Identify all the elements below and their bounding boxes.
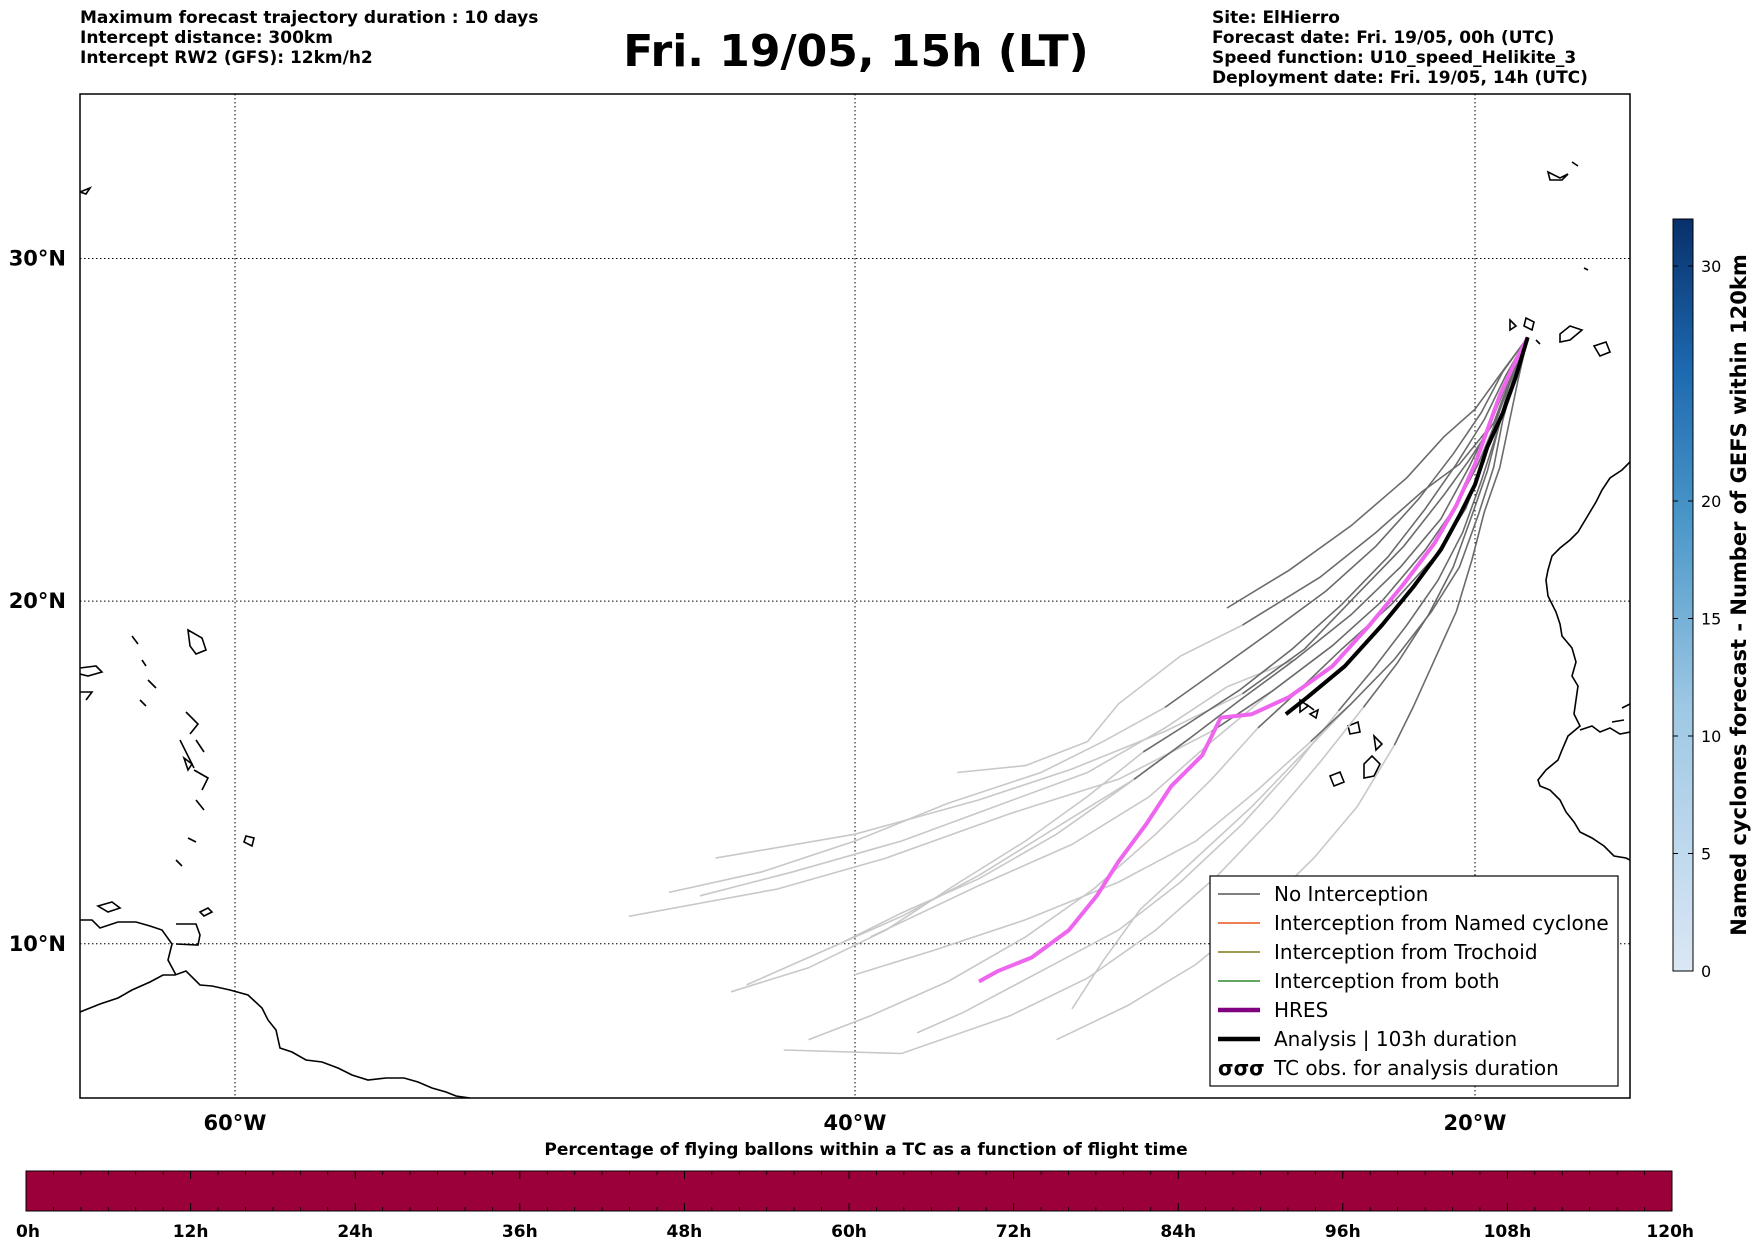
header-left-line: Maximum forecast trajectory duration : 1… [80,8,539,28]
colorbar-right-tick-label: 30 [1701,257,1721,276]
colorbar-bottom-tick-label: 72h [996,1222,1032,1241]
colorbar-bottom-title: Percentage of flying ballons within a TC… [544,1140,1187,1160]
tc-obs-symbol-icon: σσσ [1218,1056,1265,1080]
analysis-trajectory [1284,336,1530,716]
ensemble-trajectory-light [854,741,1312,976]
colorbar-bottom-tick-label: 108h [1484,1222,1532,1241]
colorbar-right-tick-label: 10 [1701,727,1721,746]
ensemble-trajectory [1393,337,1529,746]
coastline-barbados [243,835,255,848]
map-frame [79,93,1631,1099]
colorbar-bottom-tick-label: 0h [16,1222,40,1241]
trajectories [628,336,1530,1055]
legend-label: Analysis | 103h duration [1274,1027,1517,1051]
colorbar-bottom-tick-label: 84h [1160,1222,1196,1241]
lon-tick-label: 20°W [1444,1111,1507,1135]
ensemble-trajectory-light [808,727,1259,1041]
lat-tick-label: 30°N [9,246,66,270]
legend: No Interception Interception from Named c… [1209,875,1619,1087]
hres-trajectory [978,336,1530,984]
legend-label: Interception from Trochoid [1274,940,1538,964]
colorbar-bottom: Percentage of flying ballons within a TC… [16,1140,1694,1241]
ensemble-trajectory-light [715,692,1243,859]
legend-label: No Interception [1274,882,1428,906]
colorbar-right-label: Named cyclones forecast - Number of GEFS… [1727,254,1751,935]
ensemble-trajectory-light [668,706,1166,894]
coastlines [80,161,1630,1098]
header-left-info: Maximum forecast trajectory duration : 1… [80,8,538,68]
coastline-hispaniola-tip [80,691,94,701]
coastline-canary-islands [1509,316,1612,357]
colorbar-bottom-tick-label: 24h [337,1222,373,1241]
lat-tick-label: 20°N [9,589,66,613]
header-right-line: Speed function: U10_speed_Helikite_3 [1212,48,1577,68]
lon-tick-label: 60°W [204,1111,267,1135]
ensemble-trajectory [1164,336,1529,709]
colorbar-bottom-tick-label: 12h [173,1222,209,1241]
ensemble-trajectory-light [730,751,1144,993]
coastline-west-africa [1537,461,1630,861]
ensemble-trajectory-light [957,624,1243,774]
coastline-madeira [1546,161,1579,181]
ensemble-trajectory-light [916,710,1340,1034]
colorbar-right-tick-label: 5 [1701,845,1711,864]
header-right-line: Site: ElHierro [1212,8,1340,28]
ensemble-trajectory [1142,336,1529,753]
legend-label: Interception from both [1274,969,1500,993]
coastline-curacao [96,901,122,913]
ensemble-trajectory-light [699,658,1296,897]
colorbar-right: 0 5 10 15 20 30 Named cyclones forecast - Num… [1672,218,1751,981]
header-left-line: Intercept RW2 (GFS): 12km/h2 [80,48,373,68]
header-right-line: Forecast date: Fri. 19/05, 00h (UTC) [1212,28,1555,48]
map-axis-labels: 30°N 20°N 10°N 60°W 40°W 20°W [9,246,1507,1135]
page-title: Fri. 19/05, 15h (LT) [623,26,1089,77]
lon-tick-label: 40°W [824,1111,887,1135]
coastline-venezuela [80,919,177,976]
coastline-bijagos [1579,703,1630,735]
legend-label: HRES [1274,998,1328,1022]
header-left-line: Intercept distance: 300km [80,28,333,48]
colorbar-bottom-tick-label: 96h [1325,1222,1361,1241]
legend-label: Interception from Named cyclone [1274,911,1609,935]
coastline-islet-nw [80,186,93,195]
colorbar-right-gradient [1672,218,1694,972]
coastline-islet-ne [1583,267,1589,271]
legend-box [1209,875,1619,1087]
ensemble-trajectory-light [1071,703,1352,1010]
colorbar-right-tick-label: 15 [1701,610,1721,629]
coastline-trinidad [175,923,201,946]
coastline-cape-verde [1299,698,1384,788]
ensemble-trajectory-light [870,689,1275,938]
colorbar-bottom-tick-label: 36h [502,1222,538,1241]
header-right-line: Deployment date: Fri. 19/05, 14h (UTC) [1212,68,1588,88]
coastline-lesser-antilles [131,628,210,867]
colorbar-right-tick-label: 20 [1701,492,1721,511]
ensemble-trajectory [1226,336,1529,609]
colorbar-bottom-tick-label: 60h [831,1222,867,1241]
coastline-puerto-rico [80,665,104,677]
ensemble-trajectory-light [628,730,1212,918]
legend-label: TC obs. for analysis duration [1273,1056,1559,1080]
header-right-info: Site: ElHierro Forecast date: Fri. 19/05… [1212,8,1588,88]
colorbar-bottom-tick-label: 48h [667,1222,703,1241]
colorbar-bottom-tick-label: 120h [1646,1222,1694,1241]
ensemble-trajectory-light [783,706,1365,1055]
coastline-south-america [80,970,471,1098]
colorbar-right-tick-label: 0 [1701,962,1711,981]
coastline-antigua [182,755,194,772]
coastline-tobago [198,907,214,917]
lat-tick-label: 10°N [9,932,66,956]
